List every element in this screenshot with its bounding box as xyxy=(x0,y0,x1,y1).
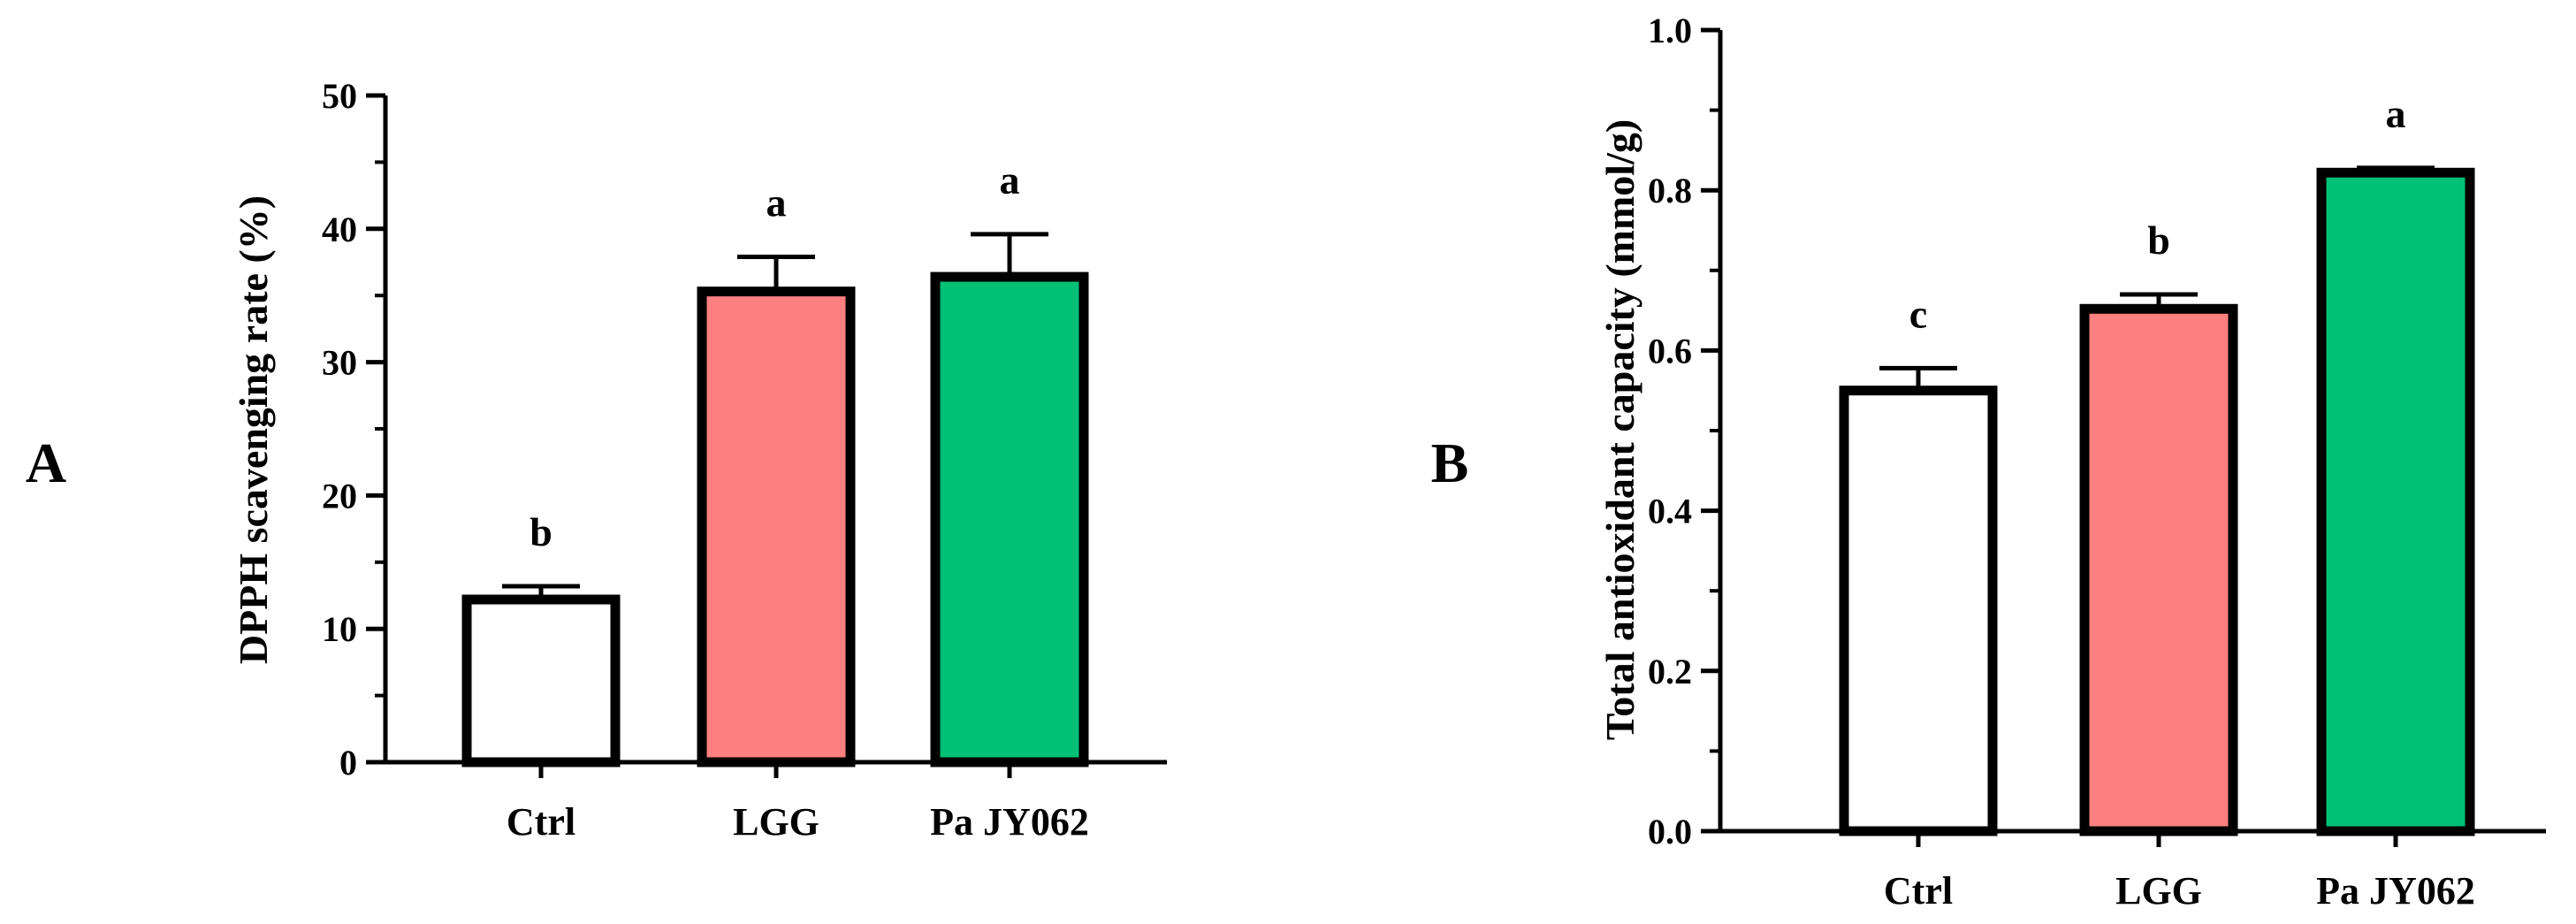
y-tick-label: 0.0 xyxy=(1648,812,1692,851)
y-tick-label: 30 xyxy=(322,343,357,383)
x-tick-label: Pa JY062 xyxy=(2316,869,2475,913)
significance-label: a xyxy=(2386,91,2406,136)
significance-label: c xyxy=(1909,291,1927,336)
x-tick-label: Pa JY062 xyxy=(930,800,1089,844)
bar-pa-jy062 xyxy=(930,271,1089,767)
significance-label: a xyxy=(766,179,787,225)
bar-lgg xyxy=(2079,303,2238,836)
y-tick-label: 40 xyxy=(322,210,357,249)
panel-b: c Ctrl b LGG a Pa JY062 0.0 0.2 0.4 0.6 0.8 1.0 Tota… xyxy=(1431,11,2546,913)
y-tick-label: 0.6 xyxy=(1648,331,1692,370)
bar-ctrl xyxy=(461,594,621,767)
y-tick-label: 20 xyxy=(322,476,357,515)
y-tick-label: 0.8 xyxy=(1648,171,1692,210)
y-axis-title: Total antioxidant capacity (mmol/g) xyxy=(1597,119,1642,740)
x-tick-label: LGG xyxy=(733,800,819,844)
bar-pa-jy062 xyxy=(2316,167,2475,836)
y-tick-label: 0.4 xyxy=(1648,492,1692,531)
y-axis-title: DPPH scavenging rate (%) xyxy=(231,195,276,664)
significance-label: b xyxy=(2147,218,2170,263)
x-tick-label: Ctrl xyxy=(1884,869,1953,913)
x-tick-label: Ctrl xyxy=(507,800,575,844)
y-tick-label: 0 xyxy=(339,743,357,783)
y-tick-label: 10 xyxy=(322,609,357,649)
bar-lgg xyxy=(697,286,856,767)
x-tick-label: LGG xyxy=(2115,869,2202,913)
y-tick-label: 1.0 xyxy=(1648,11,1692,50)
panel-label: B xyxy=(1431,431,1469,494)
y-tick-label: 50 xyxy=(322,76,357,116)
y-tick-label: 0.2 xyxy=(1648,652,1692,691)
significance-label: a xyxy=(1000,157,1020,202)
panel-a: b Ctrl a LGG a Pa JY062 0 10 20 30 40 50 DPPH scaven… xyxy=(26,76,1167,844)
panel-label: A xyxy=(26,431,66,494)
significance-label: b xyxy=(530,509,553,554)
bar-ctrl xyxy=(1839,386,1998,836)
